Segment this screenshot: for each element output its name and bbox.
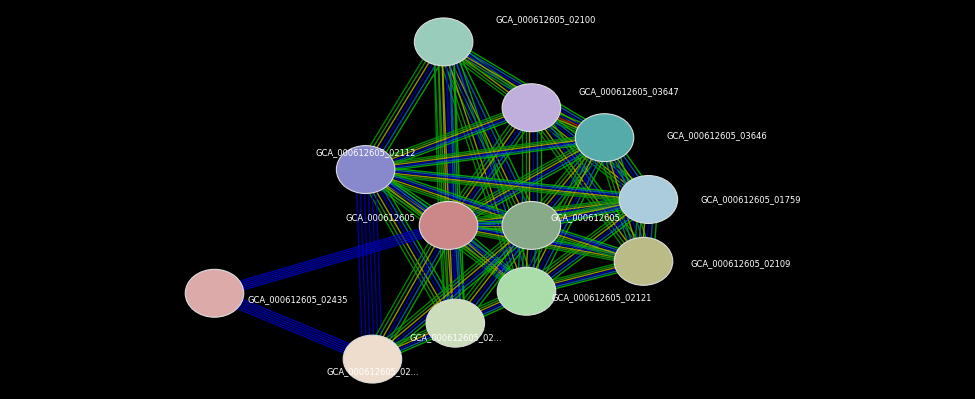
- Ellipse shape: [414, 18, 473, 66]
- Text: GCA_000612605: GCA_000612605: [345, 213, 415, 222]
- Ellipse shape: [619, 176, 678, 223]
- Ellipse shape: [502, 84, 561, 132]
- Text: GCA_000612605_02109: GCA_000612605_02109: [691, 259, 791, 268]
- Text: GCA_000612605_02112: GCA_000612605_02112: [316, 148, 415, 157]
- Text: GCA_000612605_02...: GCA_000612605_02...: [327, 367, 418, 376]
- Ellipse shape: [502, 201, 561, 249]
- Ellipse shape: [185, 269, 244, 317]
- Ellipse shape: [426, 299, 485, 347]
- Text: GCA_000612605_01759: GCA_000612605_01759: [700, 195, 801, 204]
- Text: GCA_000612605: GCA_000612605: [550, 213, 620, 222]
- Text: GCA_000612605_02121: GCA_000612605_02121: [552, 293, 651, 302]
- Ellipse shape: [336, 146, 395, 194]
- Text: GCA_000612605_03647: GCA_000612605_03647: [578, 87, 680, 96]
- Ellipse shape: [614, 237, 673, 285]
- Ellipse shape: [419, 201, 478, 249]
- Text: GCA_000612605_02...: GCA_000612605_02...: [410, 333, 501, 342]
- Ellipse shape: [575, 114, 634, 162]
- Text: GCA_000612605_02100: GCA_000612605_02100: [496, 16, 596, 24]
- Text: GCA_000612605_03646: GCA_000612605_03646: [666, 131, 767, 140]
- Ellipse shape: [497, 267, 556, 315]
- Text: GCA_000612605_02435: GCA_000612605_02435: [247, 296, 348, 304]
- Ellipse shape: [343, 335, 402, 383]
